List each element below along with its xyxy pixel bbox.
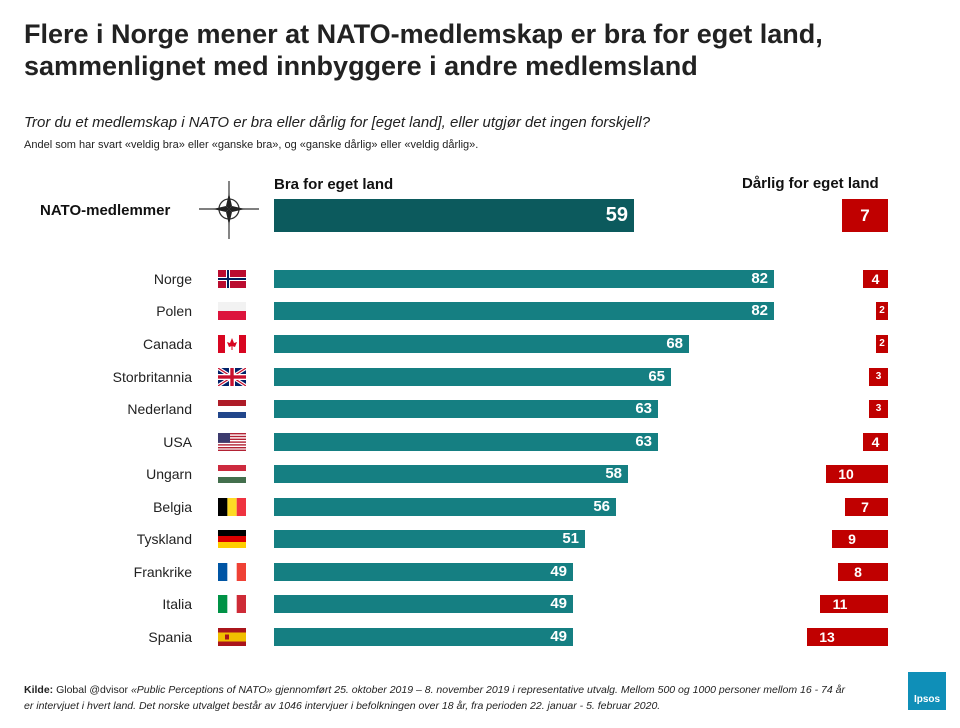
survey-question: Tror du et medlemskap i NATO er bra elle…: [24, 114, 651, 131]
bar-bad-nederland: 3: [869, 400, 888, 418]
bar-bad-spania: 13: [807, 628, 888, 646]
source-study: «Public Perceptions of NATO» gjennomført…: [24, 684, 845, 712]
bar-bad-italia: 11: [820, 595, 888, 613]
value-good-nato-medlemmer: 59: [605, 204, 628, 226]
nato-compass-icon: [197, 181, 261, 244]
source-label: Kilde:: [24, 684, 54, 696]
flag-usa-icon: [218, 433, 246, 451]
bar-bad-canada: 2: [876, 335, 888, 353]
flag-spain-icon: [218, 628, 246, 646]
value-bad-nederland: 3: [875, 403, 882, 414]
value-good-belgia: 56: [593, 498, 610, 515]
bar-good-storbritannia: 65: [274, 368, 671, 386]
country-label-canada: Canada: [142, 336, 192, 352]
bar-good-norge: 82: [274, 270, 774, 288]
flag-uk-icon: [218, 368, 246, 386]
flag-germany-icon: [218, 530, 246, 548]
legend-good: Bra for eget land: [274, 176, 394, 193]
bar-good-usa: 63: [274, 433, 658, 451]
flag-netherlands-icon: [218, 400, 246, 418]
bar-bad-frankrike: 8: [838, 563, 888, 581]
chart-title: Flere i Norge mener at NATO-medlemskap e…: [24, 18, 924, 82]
country-label-italia: Italia: [162, 596, 192, 612]
bar-good-nato-medlemmer: 59: [274, 199, 634, 232]
country-label-storbritannia: Storbritannia: [112, 369, 192, 385]
bar-bad-norge: 4: [863, 270, 888, 288]
ipsos-logo: Ipsos: [908, 672, 946, 710]
value-bad-tyskland: 9: [848, 531, 856, 547]
value-bad-frankrike: 8: [854, 564, 862, 580]
bar-good-italia: 49: [274, 595, 573, 613]
bar-bad-usa: 4: [863, 433, 888, 451]
value-good-spania: 49: [550, 628, 567, 645]
value-bad-nato-medlemmer: 7: [860, 206, 870, 225]
value-bad-norge: 4: [871, 271, 880, 287]
value-bad-ungarn: 10: [838, 466, 854, 482]
flag-italy-icon: [218, 595, 246, 613]
bar-bad-belgia: 7: [845, 498, 888, 516]
chart-title-line-2: sammenlignet med innbyggere i andre medl…: [24, 51, 698, 81]
value-good-frankrike: 49: [550, 563, 567, 580]
source-text: Global @dvisor: [56, 684, 131, 696]
bar-bad-ungarn: 10: [826, 465, 888, 483]
source-note: Kilde: Global @dvisor «Public Perception…: [24, 682, 854, 714]
bar-bad-nato-medlemmer: 7: [842, 199, 888, 232]
legend-bad: Dårlig for eget land: [742, 175, 879, 192]
value-bad-usa: 4: [871, 434, 880, 450]
chart-title-line-1: Flere i Norge mener at NATO-medlemskap e…: [24, 19, 823, 49]
bar-good-spania: 49: [274, 628, 573, 646]
nato-members-label: NATO-medlemmer: [40, 202, 171, 219]
country-label-belgia: Belgia: [153, 499, 192, 515]
bar-good-frankrike: 49: [274, 563, 573, 581]
value-good-polen: 82: [751, 302, 768, 319]
flag-france-icon: [218, 563, 246, 581]
bar-good-ungarn: 58: [274, 465, 628, 483]
country-label-norge: Norge: [153, 271, 192, 287]
bar-bad-storbritannia: 3: [869, 368, 888, 386]
flag-canada-icon: [218, 335, 246, 353]
country-label-frankrike: Frankrike: [133, 564, 192, 580]
bar-bad-tyskland: 9: [832, 530, 888, 548]
value-good-tyskland: 51: [562, 530, 579, 547]
value-good-storbritannia: 65: [648, 368, 665, 385]
flag-poland-icon: [218, 302, 246, 320]
bar-bad-polen: 2: [876, 302, 888, 320]
chart-note: Andel som har svart «veldig bra» eller «…: [24, 139, 479, 151]
value-bad-italia: 11: [832, 596, 848, 612]
bar-good-nederland: 63: [274, 400, 658, 418]
value-good-italia: 49: [550, 595, 567, 612]
value-good-norge: 82: [751, 270, 768, 287]
flag-belgium-icon: [218, 498, 246, 516]
country-label-nederland: Nederland: [127, 401, 192, 417]
country-label-tyskland: Tyskland: [136, 531, 192, 547]
value-good-canada: 68: [666, 335, 683, 352]
value-good-nederland: 63: [635, 400, 652, 417]
value-bad-canada: 2: [879, 338, 885, 349]
value-bad-belgia: 7: [861, 499, 869, 515]
value-good-usa: 63: [635, 433, 652, 450]
bar-good-polen: 82: [274, 302, 774, 320]
country-label-spania: Spania: [148, 629, 192, 645]
country-label-usa: USA: [163, 434, 192, 450]
bar-good-canada: 68: [274, 335, 689, 353]
country-label-polen: Polen: [156, 303, 192, 319]
bar-good-belgia: 56: [274, 498, 616, 516]
value-good-ungarn: 58: [605, 465, 622, 482]
value-bad-polen: 2: [879, 305, 885, 316]
value-bad-storbritannia: 3: [875, 371, 882, 382]
flag-hungary-icon: [218, 465, 246, 483]
value-bad-spania: 13: [819, 629, 835, 645]
flag-norway-icon: [218, 270, 246, 288]
bar-good-tyskland: 51: [274, 530, 585, 548]
country-label-ungarn: Ungarn: [146, 466, 192, 482]
